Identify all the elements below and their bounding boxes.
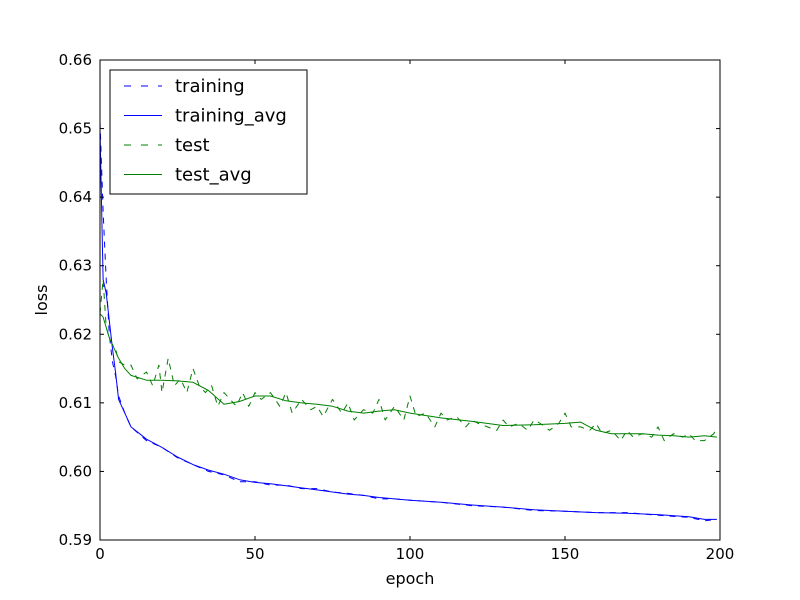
y-tick-label: 0.64 bbox=[59, 188, 92, 206]
y-tick-label: 0.61 bbox=[59, 394, 92, 412]
legend-label-training_avg: training_avg bbox=[175, 106, 287, 127]
series-line-test_avg bbox=[100, 313, 717, 438]
legend-label-training: training bbox=[175, 76, 245, 97]
y-axis-label: loss bbox=[32, 285, 51, 316]
y-tick-label: 0.66 bbox=[59, 51, 92, 69]
legend-label-test_avg: test_avg bbox=[175, 165, 252, 186]
x-tick-label: 200 bbox=[706, 545, 735, 563]
plot-area: 0 50 100 150 200 0.59 0.60 0.61 0.62 0.63 0.64 0.6… bbox=[59, 51, 735, 563]
y-tick-label: 0.63 bbox=[59, 257, 92, 275]
series-line-training bbox=[100, 121, 717, 522]
x-tick-label: 0 bbox=[95, 545, 105, 563]
y-tick-label: 0.62 bbox=[59, 325, 92, 343]
x-axis-ticks: 0 50 100 150 200 bbox=[95, 60, 734, 563]
x-tick-label: 100 bbox=[396, 545, 425, 563]
series-line-training_avg bbox=[100, 128, 717, 520]
y-tick-label: 0.59 bbox=[59, 531, 92, 549]
y-tick-label: 0.65 bbox=[59, 120, 92, 138]
x-tick-label: 50 bbox=[245, 545, 264, 563]
x-axis-label: epoch bbox=[386, 569, 435, 588]
x-tick-label: 150 bbox=[551, 545, 580, 563]
legend-box bbox=[109, 69, 308, 195]
series-layer bbox=[100, 121, 718, 522]
y-tick-label: 0.60 bbox=[59, 462, 92, 480]
y-axis-ticks: 0.59 0.60 0.61 0.62 0.63 0.64 0.65 0.66 bbox=[59, 51, 720, 549]
legend-label-test: test bbox=[175, 135, 210, 156]
